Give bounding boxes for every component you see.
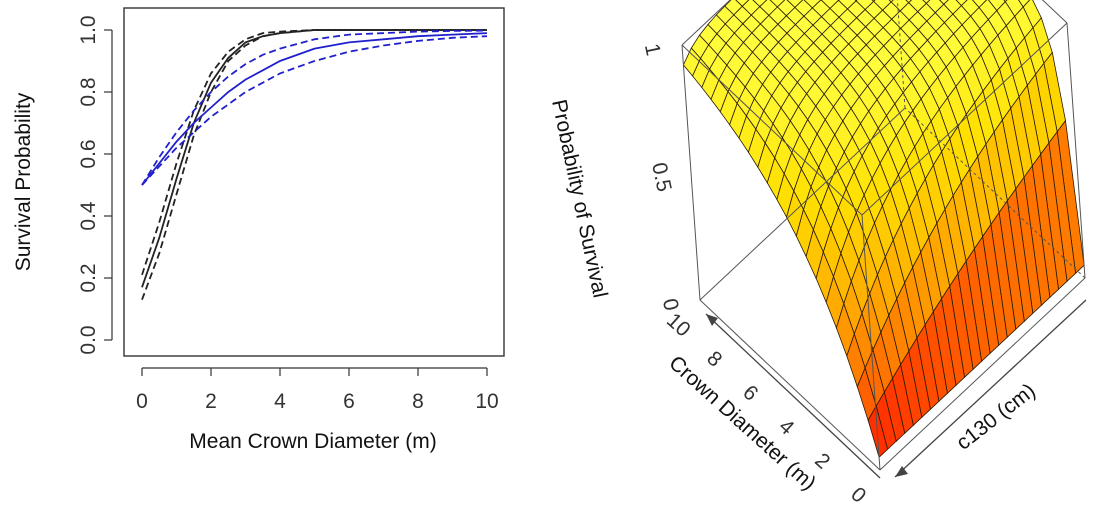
surface-mesh xyxy=(682,0,1085,459)
z-axis-title: Probability of Survival xyxy=(547,98,611,300)
box-edge-0 xyxy=(699,299,881,471)
box-edge-3 xyxy=(904,107,1086,279)
surface-facet xyxy=(922,0,931,4)
box-edge-10 xyxy=(1066,22,1086,279)
x3d-tick-label-3: 6 xyxy=(738,381,762,406)
axes-group: 0 2 4 6 8 10 0.0 0.2 0.4 0.6 0.8 1.0 xyxy=(77,15,499,413)
series-line-3 xyxy=(141,32,488,186)
box-edge-8 xyxy=(861,214,881,471)
x3d-tick-label-4: 8 xyxy=(702,347,726,372)
series-line-2 xyxy=(141,29,487,276)
x-tick-label-2: 4 xyxy=(274,390,286,413)
x3d-tick-label-2: 4 xyxy=(774,415,798,440)
series-line-5 xyxy=(141,29,488,186)
plot-frame xyxy=(123,7,505,357)
box-edge-5 xyxy=(861,22,1068,216)
box-edge-11 xyxy=(896,0,906,109)
y-axis-arrow xyxy=(894,299,1087,478)
series-line-4 xyxy=(141,35,488,186)
x-tick-label-5: 10 xyxy=(475,390,498,413)
series-group xyxy=(141,29,488,301)
z-tick-label-0: 0 xyxy=(658,297,683,313)
x3d-tick-label-1: 2 xyxy=(810,449,834,474)
y-axis-title: Survival Probability xyxy=(12,92,35,271)
surface-facet xyxy=(905,0,913,4)
y-tick-label-1: 0.2 xyxy=(77,263,100,292)
series-line-1 xyxy=(141,29,487,301)
y-tick-label-4: 0.8 xyxy=(77,77,100,106)
y-tick-label-0: 0.0 xyxy=(77,325,100,354)
z-tick-label-2: 1 xyxy=(640,42,665,58)
y-tick-label-3: 0.6 xyxy=(77,139,100,168)
box-edge-9 xyxy=(681,44,701,301)
y-axis-arrowhead xyxy=(895,466,908,477)
x3d-tick-label-0: 0 xyxy=(846,483,870,508)
y-tick-label-2: 0.4 xyxy=(77,201,100,231)
x3d-tick-label-5: 10 xyxy=(662,309,695,342)
x-tick-label-0: 0 xyxy=(136,390,148,413)
box-edge-6 xyxy=(681,0,731,46)
x-tick-label-4: 8 xyxy=(412,390,424,413)
x-axis-arrowhead xyxy=(706,314,718,326)
x-axis-arrow xyxy=(705,313,881,479)
z-tick-label-1: 0.5 xyxy=(647,160,676,193)
y-tick-label-5: 1.0 xyxy=(77,15,100,44)
series-line-0 xyxy=(141,29,487,288)
surface-box xyxy=(681,0,1086,471)
box-edge-2 xyxy=(699,107,906,301)
x-tick-label-3: 6 xyxy=(343,390,355,413)
surface-facet xyxy=(867,405,889,459)
surface-facet xyxy=(938,0,949,5)
left-chart: 0 2 4 6 8 10 0.0 0.2 0.4 0.6 0.8 1.0 Mean Crown Dia… xyxy=(12,7,505,453)
box-edge-1 xyxy=(879,277,1086,471)
x-tick-label-1: 2 xyxy=(205,390,217,413)
x-axis-title: Mean Crown Diameter (m) xyxy=(189,430,436,453)
box-edge-4 xyxy=(681,44,863,216)
